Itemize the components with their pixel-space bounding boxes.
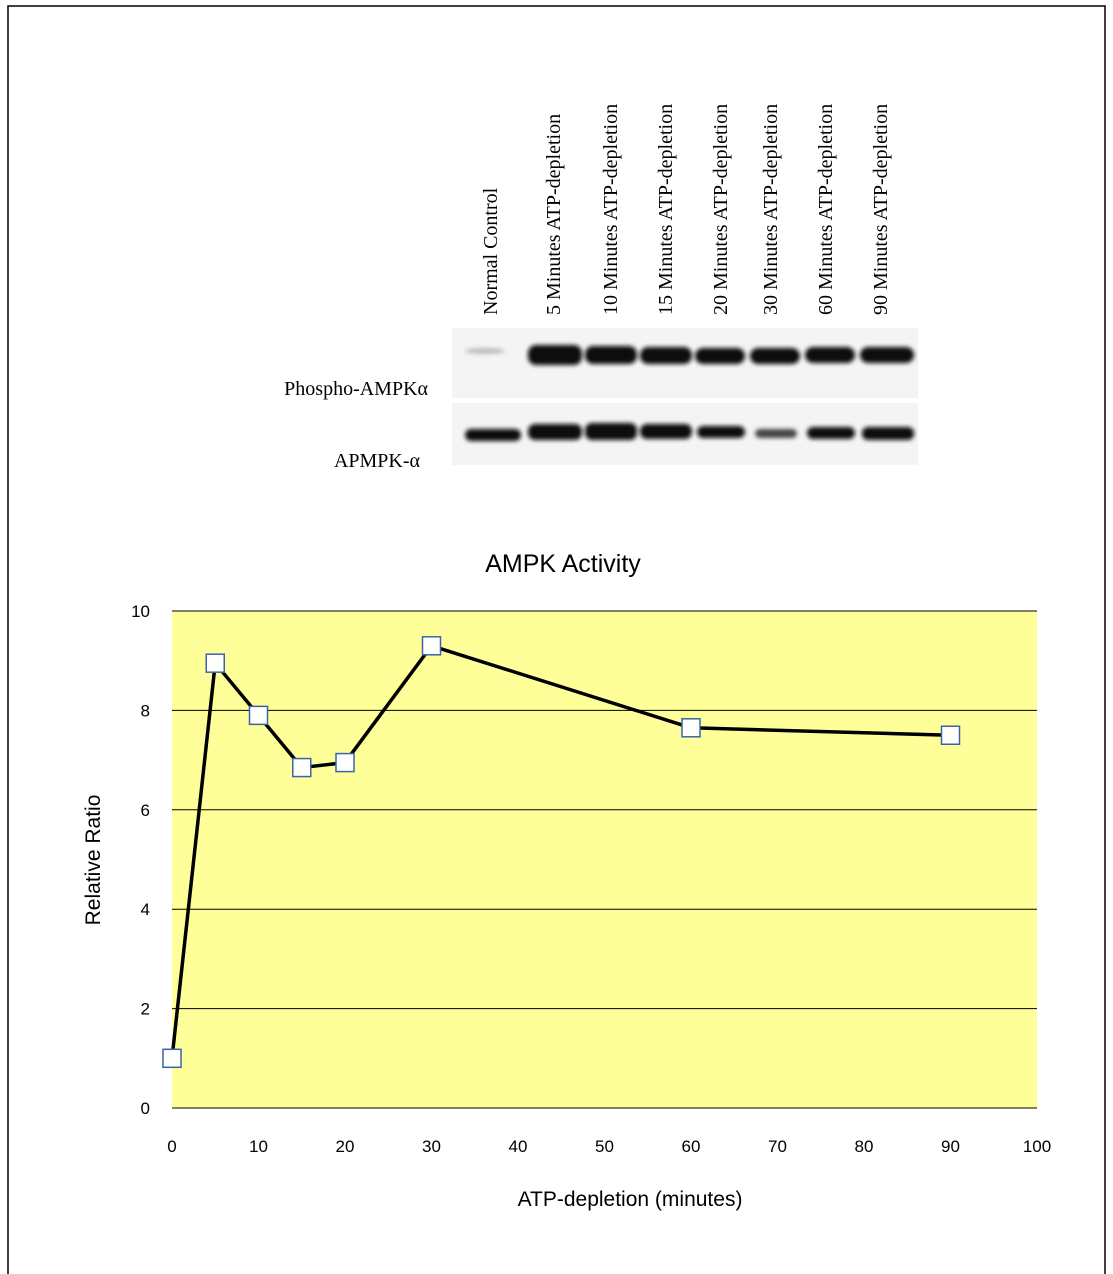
lane-label: 15 Minutes ATP-depletion bbox=[655, 104, 677, 315]
chart-title: AMPK Activity bbox=[485, 550, 641, 578]
data-marker bbox=[163, 1049, 181, 1067]
band bbox=[465, 348, 505, 354]
y-tick-label: 10 bbox=[131, 602, 150, 621]
band bbox=[862, 427, 914, 440]
band bbox=[750, 348, 800, 364]
lane-label: 60 Minutes ATP-depletion bbox=[815, 104, 837, 315]
x-tick-label: 10 bbox=[249, 1137, 268, 1156]
band bbox=[528, 424, 582, 440]
data-marker bbox=[293, 759, 311, 777]
x-tick-label: 0 bbox=[167, 1137, 176, 1156]
y-axis-label: Relative Ratio bbox=[82, 795, 105, 926]
x-tick-label: 100 bbox=[1023, 1137, 1051, 1156]
data-marker bbox=[942, 726, 960, 744]
data-marker bbox=[336, 754, 354, 772]
y-tick-label: 2 bbox=[141, 1000, 150, 1019]
x-tick-label: 70 bbox=[768, 1137, 787, 1156]
data-marker bbox=[423, 637, 441, 655]
x-tick-label: 90 bbox=[941, 1137, 960, 1156]
band bbox=[807, 427, 855, 439]
lane-label: 30 Minutes ATP-depletion bbox=[760, 104, 782, 315]
y-tick-label: 4 bbox=[141, 900, 150, 919]
y-tick-label: 6 bbox=[141, 801, 150, 820]
blot-row-label: APMPK-α bbox=[334, 450, 421, 472]
band bbox=[805, 347, 855, 363]
lane-labels: Normal Control 5 Minutes ATP-depletion 10 … bbox=[480, 104, 892, 315]
data-marker bbox=[250, 706, 268, 724]
x-tick-label: 20 bbox=[336, 1137, 355, 1156]
band bbox=[755, 429, 797, 438]
data-marker bbox=[682, 719, 700, 737]
page: Phospho-AMPKα APMPK-α Normal Control 5 Mi… bbox=[0, 0, 1113, 1274]
lane-label: 90 Minutes ATP-depletion bbox=[870, 104, 892, 315]
blot-row-label: Phospho-AMPKα bbox=[284, 378, 428, 400]
y-tick-label: 8 bbox=[141, 701, 150, 720]
lane-label: 20 Minutes ATP-depletion bbox=[710, 104, 732, 315]
lane-label: 5 Minutes ATP-depletion bbox=[543, 114, 565, 315]
band bbox=[695, 348, 745, 364]
lane-label: Normal Control bbox=[480, 187, 502, 315]
x-axis-label: ATP-depletion (minutes) bbox=[518, 1188, 743, 1211]
lane-label: 10 Minutes ATP-depletion bbox=[600, 104, 622, 315]
band bbox=[585, 346, 637, 364]
x-tick-label: 50 bbox=[595, 1137, 614, 1156]
band bbox=[465, 429, 521, 441]
blot: Phospho-AMPKα APMPK-α bbox=[284, 328, 918, 472]
band bbox=[697, 426, 745, 438]
x-tick-label: 80 bbox=[855, 1137, 874, 1156]
band bbox=[860, 347, 914, 363]
plot-area bbox=[172, 611, 1037, 1108]
y-tick-label: 0 bbox=[141, 1099, 150, 1118]
band bbox=[585, 423, 637, 440]
figure: Phospho-AMPKα APMPK-α Normal Control 5 Mi… bbox=[0, 0, 1113, 1274]
data-marker bbox=[206, 654, 224, 672]
x-tick-label: 60 bbox=[682, 1137, 701, 1156]
x-tick-label: 30 bbox=[422, 1137, 441, 1156]
band bbox=[528, 345, 582, 365]
band bbox=[640, 347, 692, 364]
band bbox=[640, 424, 692, 439]
x-tick-label: 40 bbox=[509, 1137, 528, 1156]
